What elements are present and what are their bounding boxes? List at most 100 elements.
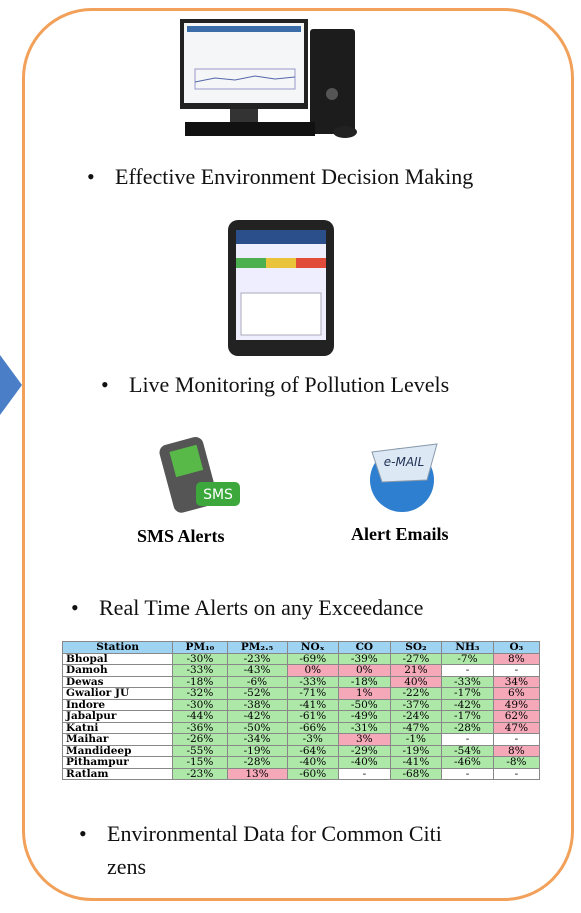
email-label: Alert Emails (351, 524, 448, 545)
value-cell: 13% (227, 768, 287, 780)
email-icon: e-MAIL (357, 432, 447, 517)
value-cell: -41% (390, 757, 442, 769)
value-cell: -42% (442, 699, 494, 711)
bullet-text: Live Monitoring of Pollution Levels (129, 372, 449, 397)
value-cell: -28% (442, 722, 494, 734)
table-row: Dewas-18%-6%-33%-18%40%-33%34% (63, 676, 540, 688)
table-row: Gwalior JU-32%-52%-71%1%-22%-17%6% (63, 688, 540, 700)
value-cell: - (493, 734, 539, 746)
sms-label: SMS Alerts (137, 526, 225, 547)
value-cell: -37% (390, 699, 442, 711)
header-cell: SO₂ (390, 642, 442, 654)
table-row: Bhopal-30%-23%-69%-39%-27%-7%8% (63, 653, 540, 665)
value-cell: -40% (339, 757, 391, 769)
station-cell: Bhopal (63, 653, 173, 665)
station-cell: Ratlam (63, 768, 173, 780)
value-cell: -55% (173, 745, 227, 757)
value-cell: -32% (173, 688, 227, 700)
header-cell: PM₂.₅ (227, 642, 287, 654)
value-cell: 0% (287, 665, 339, 677)
table-row: Mandideep-55%-19%-64%-29%-19%-54%8% (63, 745, 540, 757)
table-row: Pithampur-15%-28%-40%-40%-41%-46%-8% (63, 757, 540, 769)
value-cell: -17% (442, 711, 494, 723)
value-cell: -15% (173, 757, 227, 769)
value-cell: 8% (493, 745, 539, 757)
value-cell: -64% (287, 745, 339, 757)
data-table: StationPM₁₀PM₂.₅NOₓCOSO₂NH₃O₃Bhopal-30%-… (62, 641, 540, 780)
value-cell: -22% (390, 688, 442, 700)
value-cell: -52% (227, 688, 287, 700)
page: •Effective Environment Decision Making •… (0, 0, 581, 913)
value-cell: -38% (227, 699, 287, 711)
value-cell: -18% (339, 676, 391, 688)
bullet: •Live Monitoring of Pollution Levels (129, 372, 449, 398)
table-row: Jabalpur-44%-42%-61%-49%-24%-17%62% (63, 711, 540, 723)
value-cell: -42% (227, 711, 287, 723)
value-cell: 40% (390, 676, 442, 688)
computer-icon (175, 14, 375, 144)
value-cell: -33% (173, 665, 227, 677)
value-cell: 6% (493, 688, 539, 700)
value-cell: -29% (339, 745, 391, 757)
value-cell: -19% (390, 745, 442, 757)
station-cell: Maihar (63, 734, 173, 746)
bullet-text: Effective Environment Decision Making (115, 164, 473, 189)
header-cell: CO (339, 642, 391, 654)
station-cell: Pithampur (63, 757, 173, 769)
value-cell: -33% (442, 676, 494, 688)
value-cell: -71% (287, 688, 339, 700)
bullet-text: zens (107, 854, 146, 879)
value-cell: 0% (339, 665, 391, 677)
value-cell: -33% (287, 676, 339, 688)
value-cell: -44% (173, 711, 227, 723)
sms-icon: SMS (156, 430, 246, 515)
station-cell: Gwalior JU (63, 688, 173, 700)
header-cell: NOₓ (287, 642, 339, 654)
value-cell: -26% (173, 734, 227, 746)
email-badge: e-MAIL (384, 455, 425, 469)
station-cell: Jabalpur (63, 711, 173, 723)
value-cell: -3% (287, 734, 339, 746)
value-cell: - (493, 768, 539, 780)
header-cell: O₃ (493, 642, 539, 654)
value-cell: -19% (227, 745, 287, 757)
value-cell: 47% (493, 722, 539, 734)
bullet-text: Environmental Data for Common Citi (107, 821, 442, 846)
value-cell: -34% (227, 734, 287, 746)
value-cell: -60% (287, 768, 339, 780)
table-row: Indore-30%-38%-41%-50%-37%-42%49% (63, 699, 540, 711)
value-cell: 21% (390, 665, 442, 677)
value-cell: -47% (390, 722, 442, 734)
value-cell: -7% (442, 653, 494, 665)
bullet-text: Real Time Alerts on any Exceedance (99, 595, 423, 620)
bullet: •Real Time Alerts on any Exceedance (99, 595, 423, 621)
station-cell: Indore (63, 699, 173, 711)
table-row: Damoh-33%-43%0%0%21%-- (63, 665, 540, 677)
header-cell: PM₁₀ (173, 642, 227, 654)
value-cell: -41% (287, 699, 339, 711)
station-cell: Mandideep (63, 745, 173, 757)
bullet: •Environmental Data for Common Citizens (107, 817, 442, 883)
value-cell: 1% (339, 688, 391, 700)
table-row: Katni-36%-50%-66%-31%-47%-28%47% (63, 722, 540, 734)
value-cell: -23% (227, 653, 287, 665)
bullet: •Effective Environment Decision Making (115, 164, 473, 190)
value-cell: -46% (442, 757, 494, 769)
value-cell: -43% (227, 665, 287, 677)
value-cell: -50% (227, 722, 287, 734)
value-cell: 34% (493, 676, 539, 688)
value-cell: -66% (287, 722, 339, 734)
value-cell: -54% (442, 745, 494, 757)
value-cell: -49% (339, 711, 391, 723)
value-cell: -23% (173, 768, 227, 780)
value-cell: -69% (287, 653, 339, 665)
sms-badge: SMS (203, 487, 233, 503)
value-cell: -50% (339, 699, 391, 711)
value-cell: -27% (390, 653, 442, 665)
arrow (0, 355, 24, 415)
value-cell: 3% (339, 734, 391, 746)
table-row: Ratlam-23%13%-60%--68%-- (63, 768, 540, 780)
value-cell: -30% (173, 653, 227, 665)
value-cell: -31% (339, 722, 391, 734)
value-cell: 49% (493, 699, 539, 711)
